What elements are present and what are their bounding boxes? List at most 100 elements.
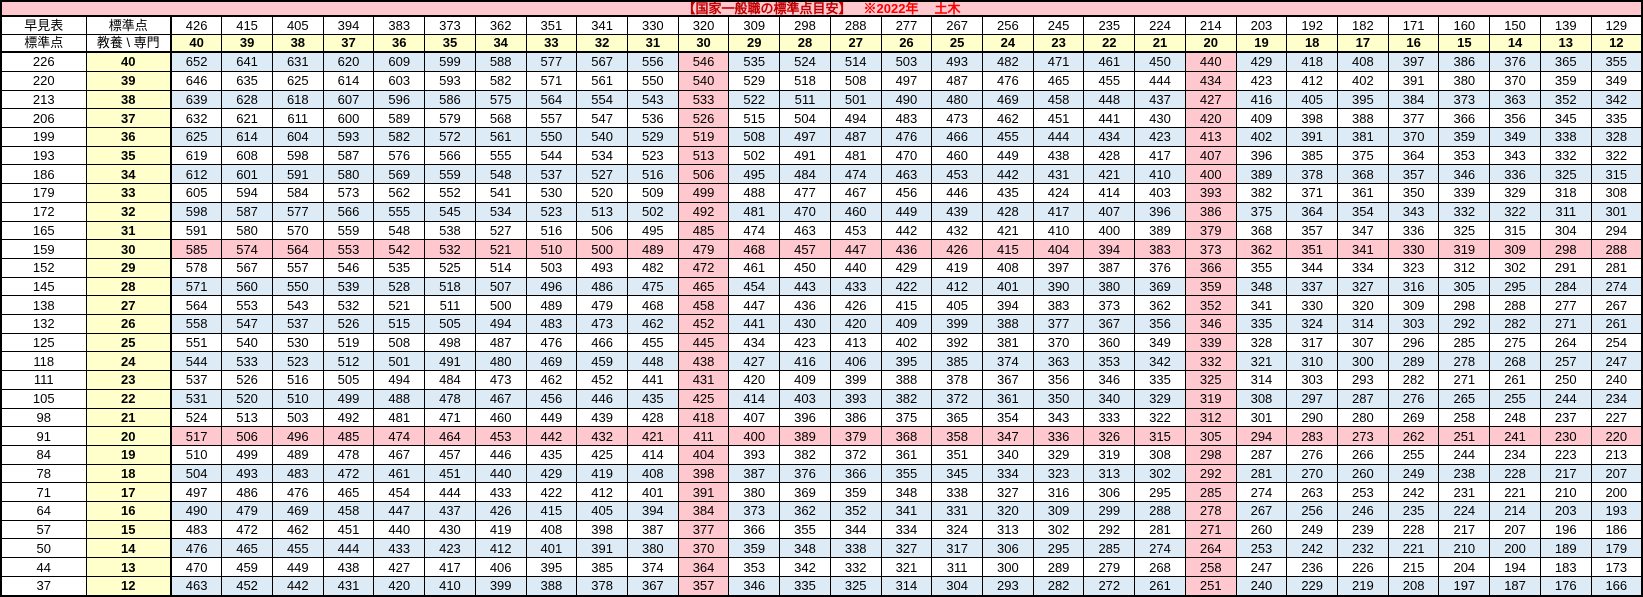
score-cell: 265: [1438, 388, 1491, 409]
score-cell: 543: [626, 89, 679, 110]
score-cell: 446: [474, 444, 527, 465]
score-cell: 325: [1539, 164, 1592, 185]
score-cell: 386: [829, 407, 882, 428]
score-cell: 425: [576, 444, 628, 465]
score-cell: 473: [576, 314, 628, 334]
score-cell: 442: [525, 426, 578, 446]
score-cell: 378: [1286, 164, 1339, 185]
score-cell: 316: [1032, 482, 1085, 503]
score-row: 220 39 646 635 625 614 603 593 582 571 561 550 540 52…: [0, 70, 1643, 91]
score-cell: 401: [626, 482, 679, 503]
score-cell: 166: [1590, 575, 1643, 597]
score-cell: 489: [626, 239, 679, 259]
score-cell: 463: [880, 164, 933, 185]
score-cell: 524: [170, 407, 223, 428]
score-cell: 408: [982, 257, 1034, 278]
score-cell: 490: [170, 501, 223, 521]
score-row: 37 12 463 452 442 431 420 410 399 388 378 367 357 346…: [0, 575, 1643, 597]
kyoyo-standard-point-cell: 226: [0, 51, 87, 72]
score-cell: 334: [982, 463, 1034, 484]
kyoyo-standard-point-cell: 159: [0, 239, 87, 259]
score-cell: 438: [1032, 145, 1085, 166]
score-cell: 447: [373, 501, 426, 521]
score-cell: 430: [1134, 108, 1186, 128]
score-cell: 294: [1235, 426, 1288, 446]
score-cell: 398: [677, 463, 730, 484]
score-cell: 261: [1489, 370, 1541, 390]
score-cell: 317: [931, 538, 983, 559]
score-cell: 447: [728, 295, 781, 316]
kyoyo-score-cell: 14: [85, 538, 172, 559]
score-cell: 577: [525, 51, 578, 72]
score-cell: 404: [1032, 239, 1085, 259]
score-cell: 423: [424, 538, 476, 559]
score-cell: 379: [1184, 220, 1237, 241]
score-cell: 423: [1235, 70, 1288, 91]
score-cell: 258: [1184, 557, 1237, 577]
score-cell: 319: [1438, 239, 1491, 259]
score-cell: 567: [576, 51, 628, 72]
score-cell: 516: [271, 370, 324, 390]
score-cell: 487: [474, 332, 527, 353]
score-cell: 444: [424, 482, 476, 503]
score-cell: 483: [525, 314, 578, 334]
kyoyo-standard-point-cell: 37: [0, 575, 87, 597]
score-cell: 620: [322, 51, 375, 72]
score-cell: 320: [1337, 295, 1389, 316]
score-cell: 420: [373, 575, 426, 597]
score-cell: 415: [880, 295, 933, 316]
score-cell: 213: [1590, 444, 1643, 465]
score-cell: 229: [1286, 575, 1339, 597]
score-cell: 342: [1590, 89, 1643, 110]
senmon-standard-point-cell: 203: [1235, 15, 1288, 35]
score-cell: 315: [1590, 164, 1643, 185]
score-cell: 281: [1590, 257, 1643, 278]
score-cell: 429: [880, 257, 933, 278]
score-cell: 338: [829, 538, 882, 559]
score-cell: 467: [373, 444, 426, 465]
score-cell: 560: [221, 276, 273, 297]
score-cell: 573: [322, 183, 375, 203]
score-cell: 568: [474, 108, 527, 128]
score-cell: 344: [829, 519, 882, 540]
score-cell: 380: [626, 538, 679, 559]
senmon-score-cell: 26: [880, 33, 933, 53]
score-cell: 288: [1590, 239, 1643, 259]
score-cell: 440: [474, 463, 527, 484]
score-cell: 548: [373, 220, 426, 241]
score-cell: 346: [1438, 164, 1491, 185]
score-cell: 520: [576, 183, 628, 203]
score-cell: 324: [1286, 314, 1339, 334]
score-cell: 459: [576, 351, 628, 372]
score-cell: 510: [170, 444, 223, 465]
score-cell: 516: [626, 164, 679, 185]
score-cell: 561: [576, 70, 628, 91]
score-cell: 580: [221, 220, 273, 241]
score-cell: 584: [271, 183, 324, 203]
score-cell: 359: [829, 482, 882, 503]
score-cell: 391: [677, 482, 730, 503]
score-cell: 523: [626, 145, 679, 166]
score-cell: 414: [1083, 183, 1136, 203]
score-cell: 451: [322, 519, 375, 540]
senmon-score-cell: 40: [170, 33, 223, 53]
score-cell: 491: [424, 351, 476, 372]
kyoyo-standard-point-cell: 220: [0, 70, 87, 91]
score-cell: 394: [982, 295, 1034, 316]
kyoyo-score-cell: 24: [85, 351, 172, 372]
score-cell: 363: [1489, 89, 1541, 110]
score-cell: 396: [1134, 201, 1186, 222]
score-cell: 347: [982, 426, 1034, 446]
score-cell: 346: [1083, 370, 1136, 390]
score-cell: 557: [271, 257, 324, 278]
score-cell: 487: [931, 70, 983, 91]
score-row: 50 14 476 465 455 444 433 423 412 401 391 380 370 359…: [0, 538, 1643, 559]
score-row: 179 33 605 594 584 573 562 552 541 530 520 509 499 48…: [0, 183, 1643, 203]
kyoyo-score-cell: 37: [85, 108, 172, 128]
score-cell: 415: [982, 239, 1034, 259]
score-cell: 377: [1032, 314, 1085, 334]
kyoyo-score-cell: 17: [85, 482, 172, 503]
score-cell: 343: [1032, 407, 1085, 428]
score-cell: 423: [779, 332, 831, 353]
score-cell: 564: [525, 89, 578, 110]
